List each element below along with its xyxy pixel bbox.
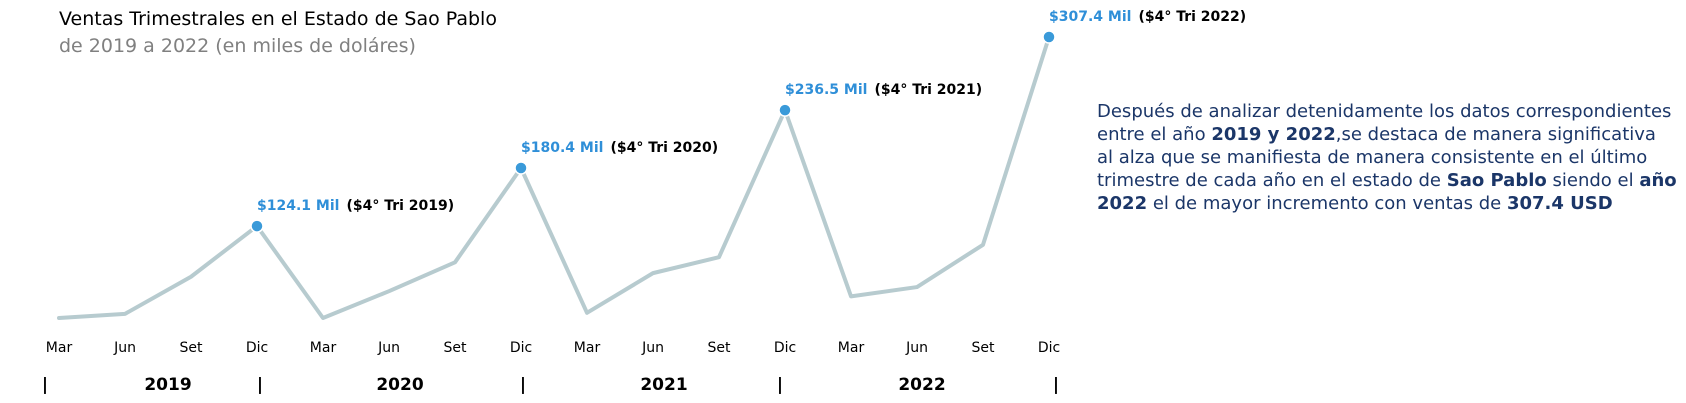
annotation-line: entre el año 2019 y 2022,se destaca de m… [1097,124,1656,145]
x-tick-label: Set [180,340,204,356]
x-tick-label: Mar [838,340,865,356]
annotation-line: 2022 el de mayor incremento con ventas d… [1097,193,1613,214]
x-tick-label: Mar [46,340,73,356]
year-label: 2019 [144,375,191,395]
year-separator: | [777,375,783,395]
annotation-line: trimestre de cada año en el estado de Sa… [1097,170,1677,191]
x-tick-label: Dic [510,340,532,356]
x-tick-label: Mar [574,340,601,356]
sales-line [57,35,1051,320]
q4-marker [1042,30,1056,44]
year-separator: | [42,375,48,395]
value-label: $124.1 Mil [257,198,339,214]
q4-marker [514,161,528,175]
insight-annotation: Después de analizar detenidamente los da… [1097,100,1682,215]
year-separator: | [1053,375,1059,395]
value-label: $307.4 Mil [1049,9,1131,25]
chart-subtitle: de 2019 a 2022 (en miles de doláres) [59,35,416,57]
period-label: ($4° Tri 2019) [346,198,454,214]
x-tick-label: Jun [113,340,136,356]
value-label: $180.4 Mil [521,140,603,156]
annotation-line: al alza que se manifiesta de manera cons… [1097,147,1648,168]
year-separator: | [257,375,263,395]
x-tick-label: Jun [377,340,400,356]
q4-marker [250,219,264,233]
x-tick-label: Dic [246,340,268,356]
period-label: ($4° Tri 2022) [1138,9,1246,25]
period-label: ($4° Tri 2021) [874,82,982,98]
year-label: 2022 [898,375,945,395]
x-tick-label: Dic [774,340,796,356]
x-tick-label: Set [972,340,996,356]
chart-title: Ventas Trimestrales en el Estado de Sao … [59,8,497,30]
x-tick-label: Set [708,340,732,356]
x-tick-label: Set [444,340,468,356]
year-label: 2021 [640,375,687,395]
x-tick-label: Dic [1038,340,1060,356]
value-label: $236.5 Mil [785,82,867,98]
q4-marker [778,103,792,117]
x-tick-label: Jun [641,340,664,356]
annotation-line: Después de analizar detenidamente los da… [1097,101,1672,122]
x-tick-label: Mar [310,340,337,356]
period-label: ($4° Tri 2020) [610,140,718,156]
x-tick-label: Jun [905,340,928,356]
year-label: 2020 [376,375,423,395]
year-separator: | [520,375,526,395]
